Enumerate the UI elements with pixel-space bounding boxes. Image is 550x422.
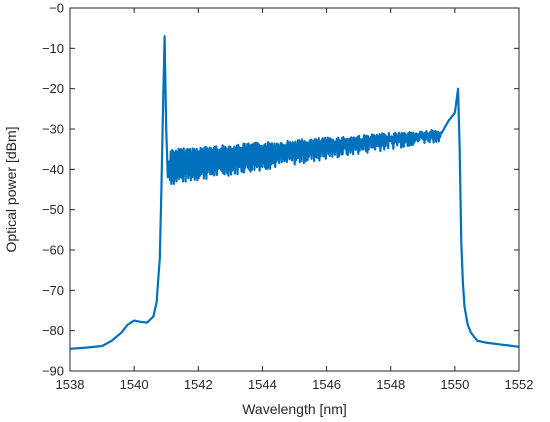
y-tick-label: −30 <box>42 122 64 137</box>
x-tick-label: 1550 <box>440 377 469 392</box>
y-axis-label: Optical power [dBm] <box>3 126 19 252</box>
y-tick-label: −90 <box>42 364 64 379</box>
y-tick-label: −40 <box>42 162 64 177</box>
y-tick-label: −70 <box>42 283 64 298</box>
spectrum-line <box>69 35 520 350</box>
y-tick-label: −60 <box>42 243 64 258</box>
y-tick-label: −50 <box>42 202 64 217</box>
x-tick-label: 1538 <box>56 377 85 392</box>
y-tick-label: −20 <box>42 81 64 96</box>
x-tick-label: 1546 <box>312 377 341 392</box>
plot-area <box>69 35 520 350</box>
x-tick-label: 1540 <box>120 377 149 392</box>
y-tick-label: −80 <box>42 323 64 338</box>
x-axis-label: Wavelength [nm] <box>242 401 347 417</box>
axes-box <box>69 7 520 372</box>
x-tick-label: 1548 <box>376 377 405 392</box>
y-tick-label: −10 <box>42 41 64 56</box>
x-tick-label: 1544 <box>248 377 277 392</box>
x-tick-label: 1552 <box>505 377 534 392</box>
x-tick-label: 1542 <box>184 377 213 392</box>
y-tick-label: −0 <box>49 1 64 16</box>
y-axis: −0 −10 −20 −30 −40 −50 −60 −70 −80 −90 <box>42 1 519 379</box>
x-axis: 1538 1540 1542 1544 1546 1548 1550 1552 <box>56 8 534 392</box>
